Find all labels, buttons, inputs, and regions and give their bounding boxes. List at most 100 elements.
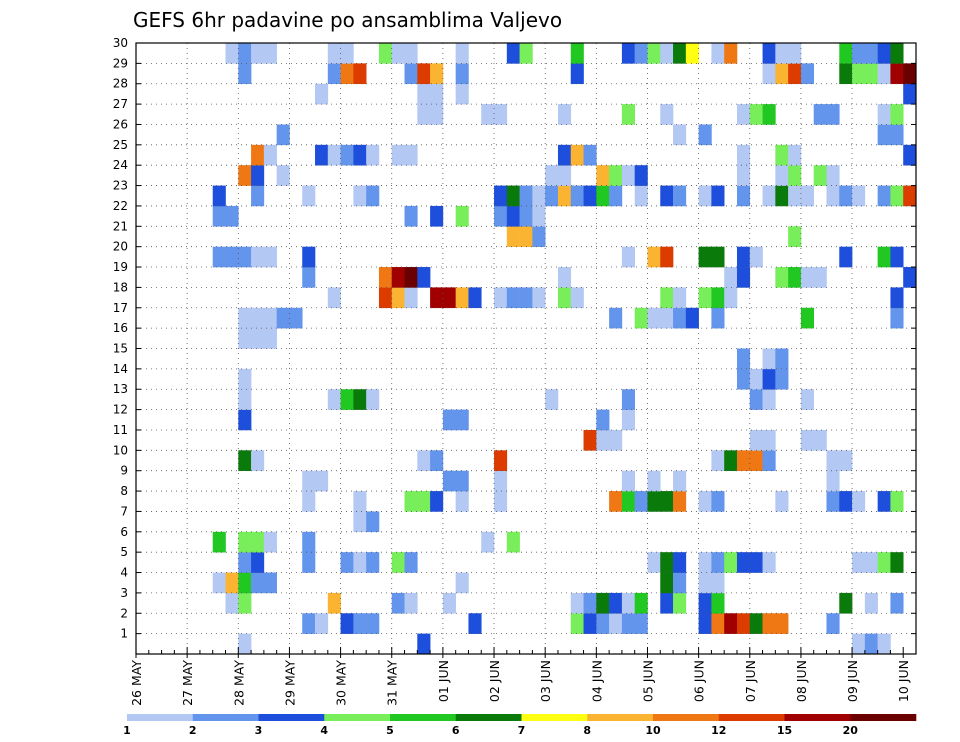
- heatmap-cell: [557, 165, 572, 186]
- heatmap-cell: [609, 592, 623, 614]
- heatmap-cell: [621, 104, 635, 125]
- heatmap-cell: [736, 348, 751, 370]
- heatmap-cell: [660, 572, 674, 594]
- plot-frame: [135, 42, 917, 655]
- heatmap-cell: [494, 104, 508, 125]
- heatmap-cell: [455, 205, 469, 227]
- y-tick-label: 15: [113, 342, 128, 356]
- heatmap-cell: [839, 450, 853, 471]
- colorbar-label: 4: [320, 724, 328, 737]
- heatmap-cell: [327, 389, 341, 410]
- heatmap-cell: [494, 287, 508, 309]
- heatmap-cell: [570, 144, 584, 166]
- y-tick-label: 6: [120, 525, 128, 539]
- heatmap-cell: [877, 491, 891, 512]
- heatmap-cell: [673, 572, 687, 594]
- heatmap-cell: [557, 287, 572, 309]
- heatmap-cell: [596, 429, 610, 451]
- heatmap-cell: [302, 613, 316, 634]
- x-axis: 26 MAY 27 MAY 28 MAY 29 MAY 30 MAY 31 MAY 01 J…: [129, 647, 911, 706]
- heatmap-cell: [263, 246, 277, 268]
- y-tick-label: 3: [120, 586, 128, 600]
- heatmap-cell: [864, 63, 878, 85]
- heatmap-cell: [736, 613, 751, 634]
- heatmap-cell: [532, 185, 546, 207]
- heatmap-cell: [673, 592, 687, 614]
- heatmap-cell: [788, 165, 802, 186]
- heatmap-cell: [212, 205, 226, 227]
- heatmap-cell: [596, 592, 610, 614]
- heatmap-cell: [673, 552, 687, 573]
- y-tick-label: 17: [113, 301, 128, 315]
- heatmap-cell: [353, 552, 367, 573]
- heatmap-cell: [826, 613, 840, 634]
- heatmap-cell: [315, 83, 329, 105]
- heatmap-cell: [698, 287, 712, 309]
- heatmap-cell: [545, 165, 559, 186]
- heatmap-cell: [673, 470, 687, 492]
- heatmap-cell: [685, 43, 699, 64]
- heatmap-cell: [302, 491, 316, 512]
- heatmap-cell: [788, 63, 802, 85]
- heatmap-cell: [621, 246, 635, 268]
- heatmap-cell: [800, 389, 815, 410]
- heatmap-cell: [225, 43, 239, 64]
- heatmap-cell: [711, 185, 725, 207]
- colorbar-swatch: [258, 714, 325, 721]
- heatmap-cell: [800, 429, 815, 451]
- heatmap-cell: [877, 43, 891, 64]
- heatmap-cell: [903, 63, 917, 85]
- heatmap-cell: [762, 43, 776, 64]
- heatmap-cell: [404, 43, 418, 64]
- y-tick-label: 2: [120, 606, 128, 620]
- colorbar-swatch: [784, 714, 851, 721]
- heatmap-cell: [736, 165, 751, 186]
- heatmap-cell: [864, 552, 878, 573]
- x-tick-label: 08 JUN: [794, 660, 809, 702]
- y-tick-label: 12: [113, 403, 128, 417]
- heatmap-cell: [762, 104, 776, 125]
- y-tick-label: 25: [113, 138, 128, 152]
- heatmap-cell: [775, 185, 789, 207]
- heatmap-cell: [736, 368, 751, 390]
- heatmap-cell: [404, 267, 418, 288]
- heatmap-cell: [212, 185, 226, 207]
- heatmap-cell: [890, 246, 904, 268]
- heatmap-cell: [813, 429, 827, 451]
- heatmap-cell: [903, 83, 917, 105]
- heatmap-cell: [506, 226, 520, 247]
- y-tick-label: 24: [113, 158, 128, 172]
- heatmap-cell: [749, 613, 763, 634]
- heatmap-cell: [378, 267, 393, 288]
- heatmap-cell: [263, 328, 277, 349]
- heatmap-cell: [800, 185, 815, 207]
- heatmap-cell: [877, 185, 891, 207]
- heatmap-cell: [417, 83, 431, 105]
- heatmap-cell: [583, 429, 597, 451]
- heatmap-cell: [890, 287, 904, 309]
- heatmap-cell: [839, 43, 853, 64]
- heatmap-cell: [327, 144, 341, 166]
- heatmap-cell: [238, 552, 252, 573]
- heatmap-cell: [890, 307, 904, 329]
- heatmap-cell: [557, 144, 572, 166]
- heatmap-cell: [621, 470, 635, 492]
- heatmap-cell: [698, 185, 712, 207]
- heatmap-cell: [212, 572, 226, 594]
- heatmap-cell: [366, 185, 380, 207]
- heatmap-cell: [634, 185, 648, 207]
- heatmap-cell: [839, 592, 853, 614]
- heatmap-cell: [698, 491, 712, 512]
- heatmap-cell: [698, 124, 712, 146]
- heatmap-cell: [532, 226, 546, 247]
- heatmap-cell: [353, 144, 367, 166]
- heatmap-cell: [557, 104, 572, 125]
- heatmap-cell: [698, 613, 712, 634]
- colorbar-legend: 1 2 3 4 5 6 7 8 10 12 15 20: [123, 714, 917, 737]
- heatmap-cell: [890, 104, 904, 125]
- heatmap-cell: [378, 43, 393, 64]
- heatmap-cell: [430, 83, 444, 105]
- x-tick-label: 01 JUN: [436, 660, 451, 702]
- heatmap-cell: [430, 491, 444, 512]
- y-axis: 1234567891011121314151617181920212223242…: [113, 36, 916, 641]
